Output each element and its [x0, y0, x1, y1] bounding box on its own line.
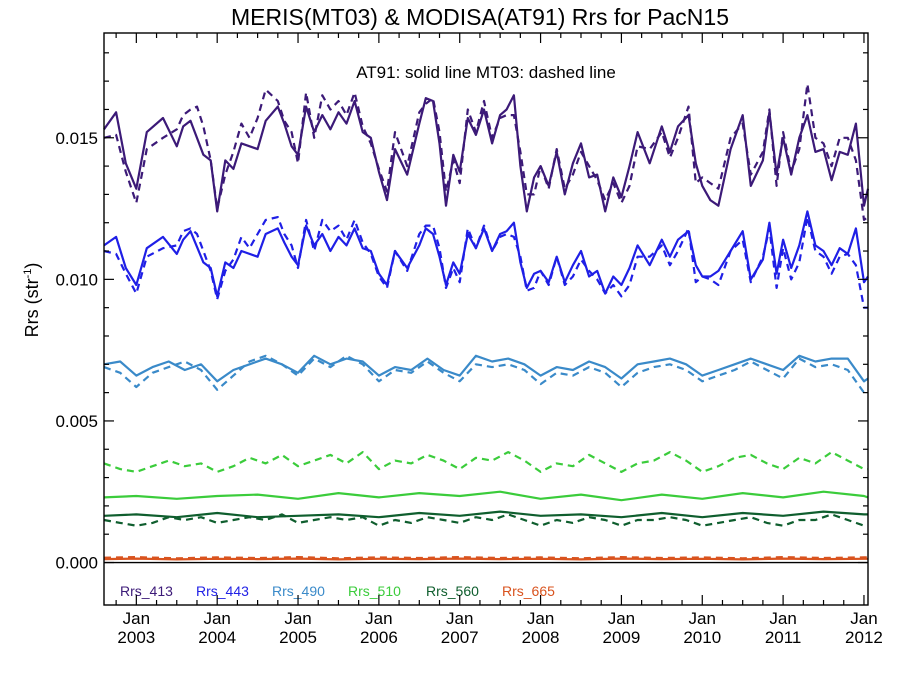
plot-frame	[103, 32, 869, 606]
series-Rrs_665-solid	[103, 557, 868, 561]
x-tick-month-7: Jan	[689, 609, 716, 628]
x-tick-month-8: Jan	[769, 609, 796, 628]
y-tick-label-2: 0.010	[55, 270, 98, 289]
line-style-annotation: AT91: solid line MT03: dashed line	[356, 63, 616, 82]
x-tick-year-8: 2011	[765, 628, 802, 647]
series-Rrs_490-solid	[103, 354, 869, 383]
y-axis-label-close: )	[22, 263, 42, 269]
y-tick-label-3: 0.015	[55, 129, 98, 148]
series-Rrs_560-dashed	[103, 513, 868, 527]
series-Rrs_665-dashed	[103, 555, 868, 560]
y-axis-label-superscript: -1	[22, 269, 34, 279]
x-tick-month-1: Jan	[203, 609, 230, 628]
series-Rrs_510-dashed	[103, 451, 868, 473]
legend-entry-Rrs_443: Rrs_443	[196, 583, 249, 599]
x-tick-year-6: 2009	[603, 628, 641, 647]
x-tick-month-0: Jan	[123, 609, 150, 628]
series-Rrs_510-solid	[103, 490, 869, 502]
x-tick-year-7: 2010	[683, 628, 721, 647]
x-tick-year-2: 2005	[279, 628, 317, 647]
x-tick-year-5: 2008	[522, 628, 560, 647]
x-tick-year-3: 2006	[360, 628, 398, 647]
series-layer	[103, 82, 870, 561]
y-tick-label-1: 0.005	[55, 412, 98, 431]
legend-entry-Rrs_490: Rrs_490	[272, 583, 325, 599]
x-tick-month-4: Jan	[446, 609, 473, 628]
legend-entry-Rrs_413: Rrs_413	[120, 583, 173, 599]
legend-entry-Rrs_510: Rrs_510	[348, 583, 401, 599]
series-Rrs_413-solid	[103, 94, 870, 213]
chart-title: MERIS(MT03) & MODISA(AT91) Rrs for PacN1…	[231, 4, 729, 30]
x-tick-month-9: Jan	[850, 609, 877, 628]
x-tick-year-9: 2012	[845, 628, 883, 647]
x-tick-month-2: Jan	[284, 609, 311, 628]
series-Rrs_443-solid	[103, 210, 869, 298]
y-tick-label-0: 0.000	[55, 554, 98, 573]
x-tick-year-4: 2007	[441, 628, 479, 647]
series-Rrs_560-solid	[103, 510, 868, 519]
y-axis-label: Rrs (str-1)	[22, 263, 42, 338]
series-Rrs_443-dashed	[103, 216, 868, 309]
legend-entry-Rrs_560: Rrs_560	[426, 583, 479, 599]
x-tick-month-3: Jan	[365, 609, 392, 628]
y-axis-label-main: Rrs (str	[22, 278, 42, 337]
x-tick-year-0: 2003	[117, 628, 155, 647]
series-Rrs_413-dashed	[103, 82, 869, 221]
axis-ticks: 0.0000.0050.0100.015Jan2003Jan2004Jan200…	[55, 33, 883, 647]
x-tick-month-5: Jan	[527, 609, 554, 628]
x-tick-year-1: 2004	[198, 628, 236, 647]
x-tick-month-6: Jan	[608, 609, 635, 628]
legend-entry-Rrs_665: Rrs_665	[502, 583, 555, 599]
legend: Rrs_413 Rrs_443 Rrs_490 Rrs_510 Rrs_560 Rrs_6…	[120, 583, 555, 599]
series-Rrs_490-dashed	[103, 354, 868, 394]
